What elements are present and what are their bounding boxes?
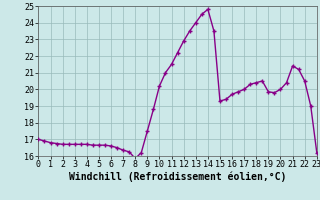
X-axis label: Windchill (Refroidissement éolien,°C): Windchill (Refroidissement éolien,°C) <box>69 172 286 182</box>
